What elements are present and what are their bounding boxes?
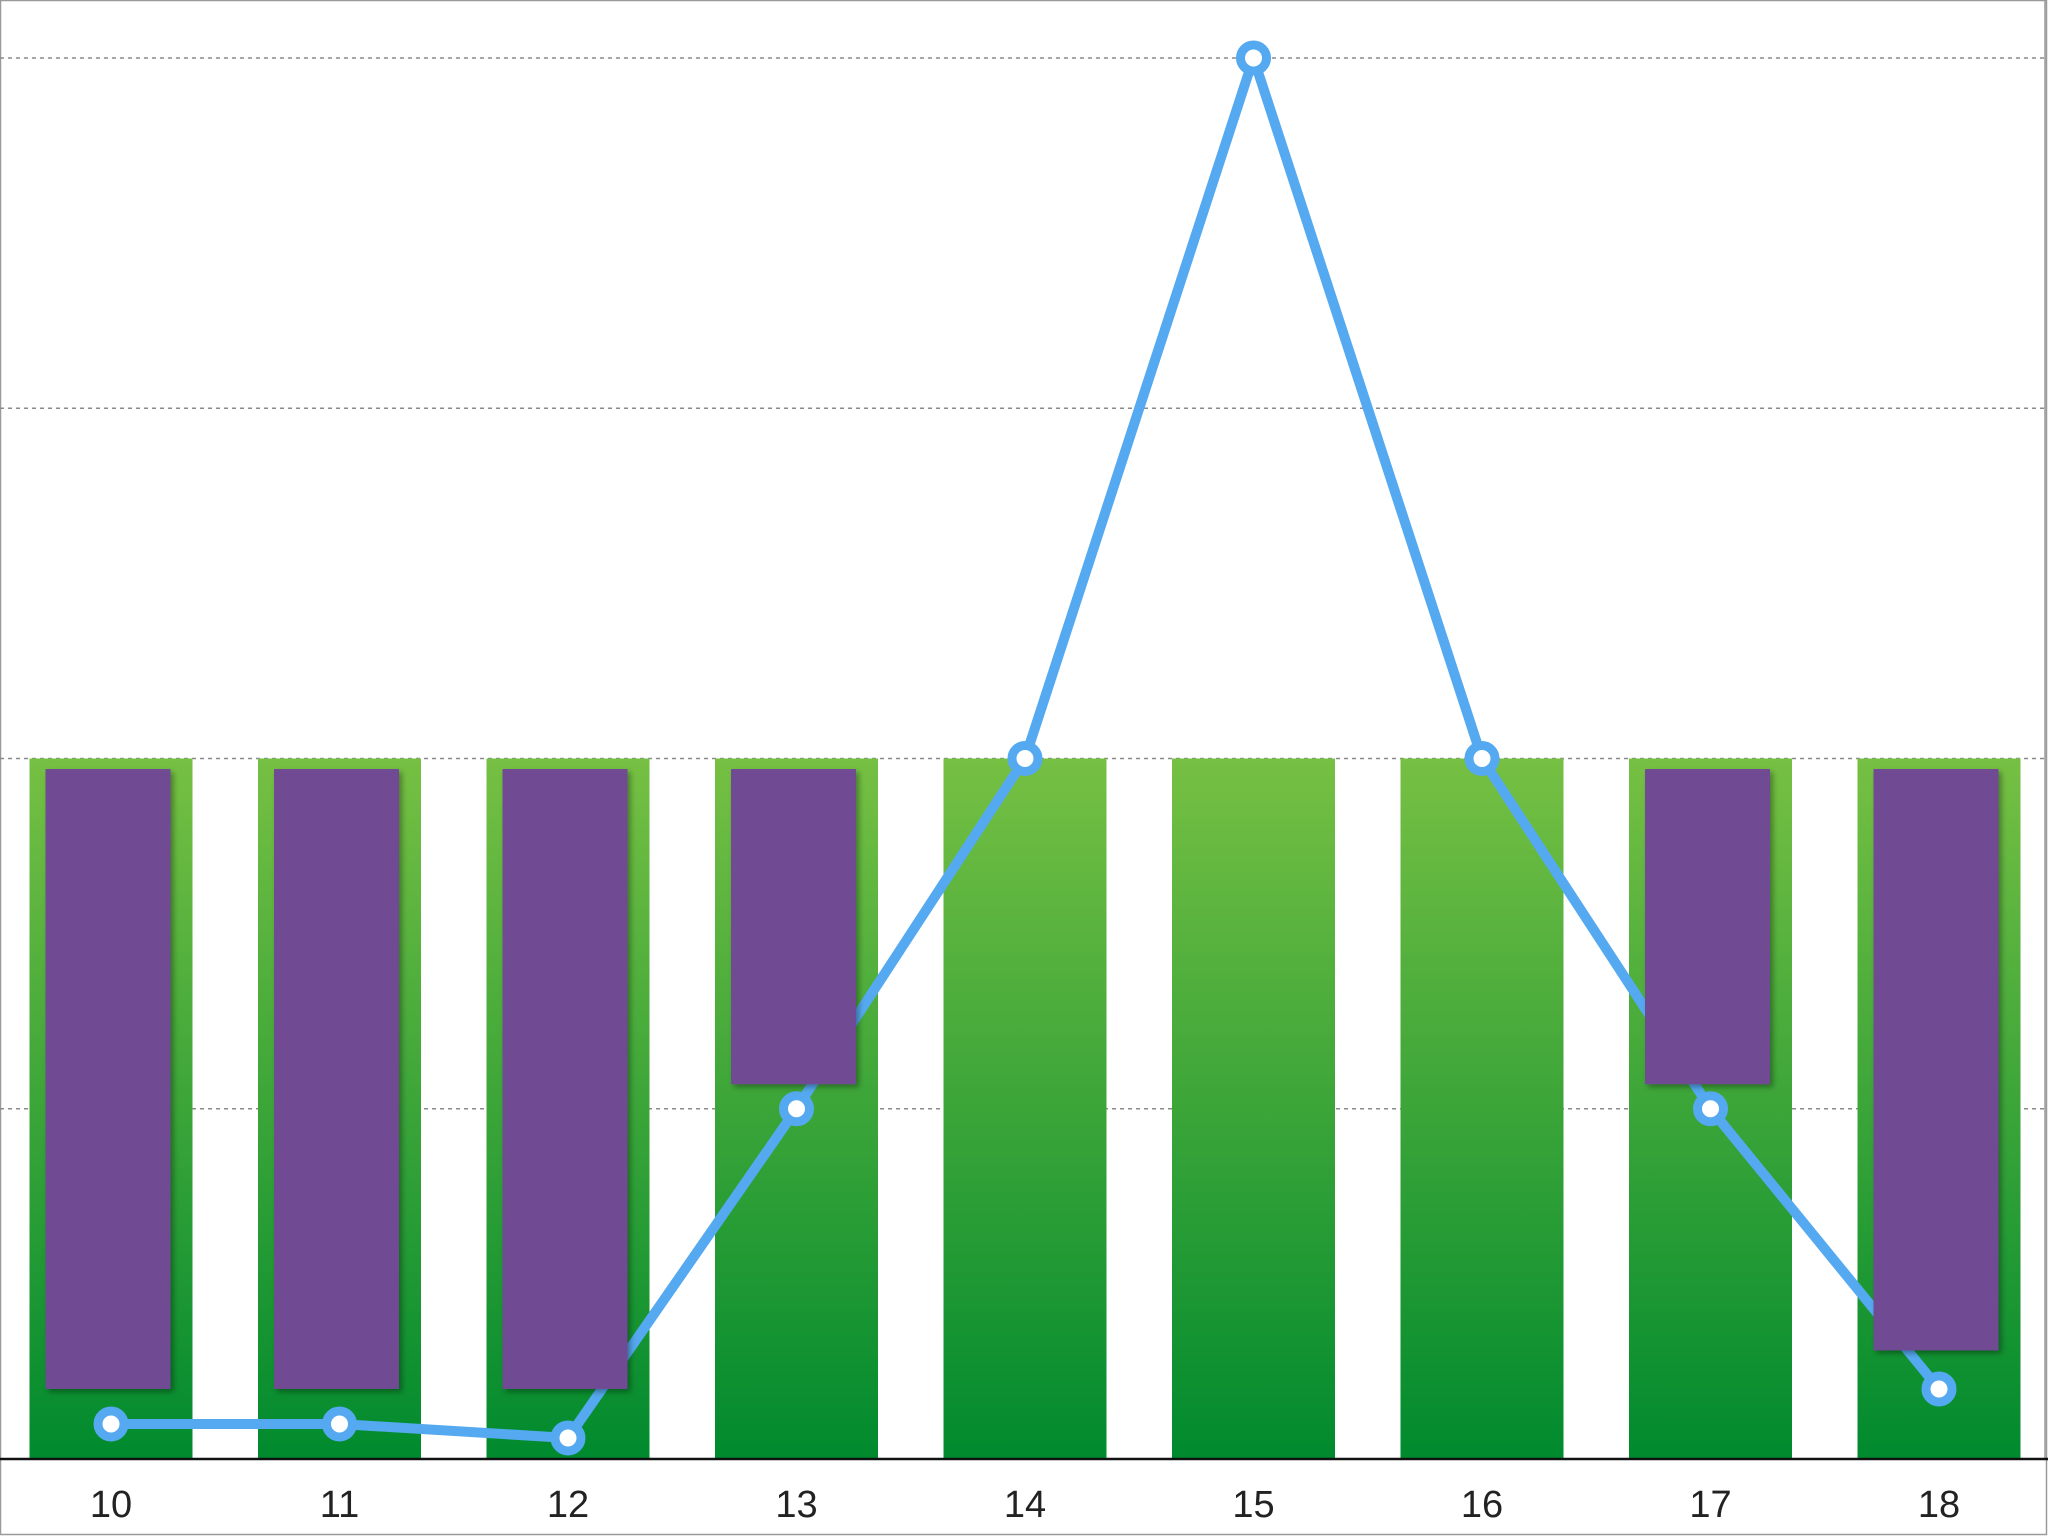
x-tick-label: 15	[1232, 1484, 1274, 1526]
purple-bar	[274, 769, 399, 1389]
line-series	[93, 40, 1957, 1456]
x-tick-label: 13	[775, 1484, 817, 1526]
green-bar	[1172, 758, 1335, 1459]
line-point	[1464, 741, 1500, 776]
purple-bar	[45, 769, 171, 1389]
x-tick-label: 12	[547, 1484, 589, 1526]
x-tick-label: 11	[320, 1484, 359, 1526]
green-bar	[1400, 758, 1564, 1459]
line-point	[322, 1406, 357, 1442]
line-point	[93, 1406, 129, 1442]
line-point	[550, 1420, 586, 1456]
line-point	[1693, 1091, 1728, 1127]
line-point	[1236, 40, 1271, 76]
purple-bar	[1645, 769, 1770, 1085]
x-tick-label: 10	[90, 1484, 132, 1526]
purple-bars	[45, 769, 1999, 1389]
x-tick-label: 16	[1461, 1484, 1503, 1526]
line-point	[1007, 741, 1043, 776]
x-tick-label: 17	[1689, 1484, 1731, 1526]
purple-bar	[731, 769, 856, 1085]
x-tick-label: 14	[1004, 1484, 1046, 1526]
purple-bar	[1873, 769, 1999, 1351]
x-tick-label: 18	[1918, 1484, 1960, 1526]
line-point	[1921, 1371, 1957, 1407]
purple-bar	[502, 769, 628, 1389]
green-bar	[943, 758, 1107, 1459]
line-point	[779, 1091, 814, 1127]
x-axis: 10 11 12 13 14 15 16 17 18	[0, 1457, 2048, 1526]
